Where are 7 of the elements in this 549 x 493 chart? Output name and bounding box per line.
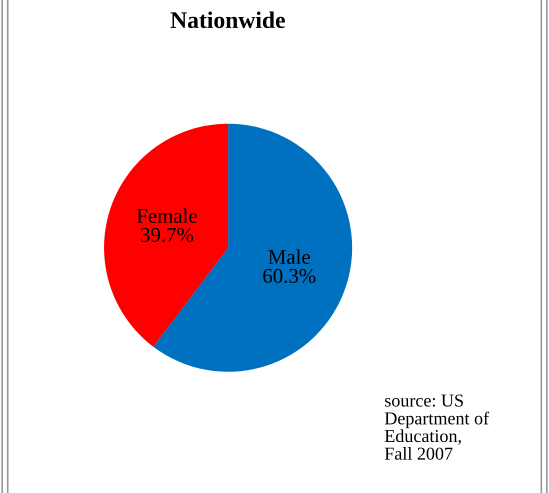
pie-slice bbox=[104, 124, 228, 347]
data-label: 60.3% bbox=[263, 268, 316, 283]
source-note: source: US Department of Education, Fall 2007 bbox=[384, 394, 490, 460]
data-label: 39.7% bbox=[141, 228, 194, 242]
chart-title: Nationwide bbox=[170, 11, 285, 28]
slice-label: Male bbox=[268, 249, 310, 264]
slice-label: Female bbox=[136, 208, 197, 223]
